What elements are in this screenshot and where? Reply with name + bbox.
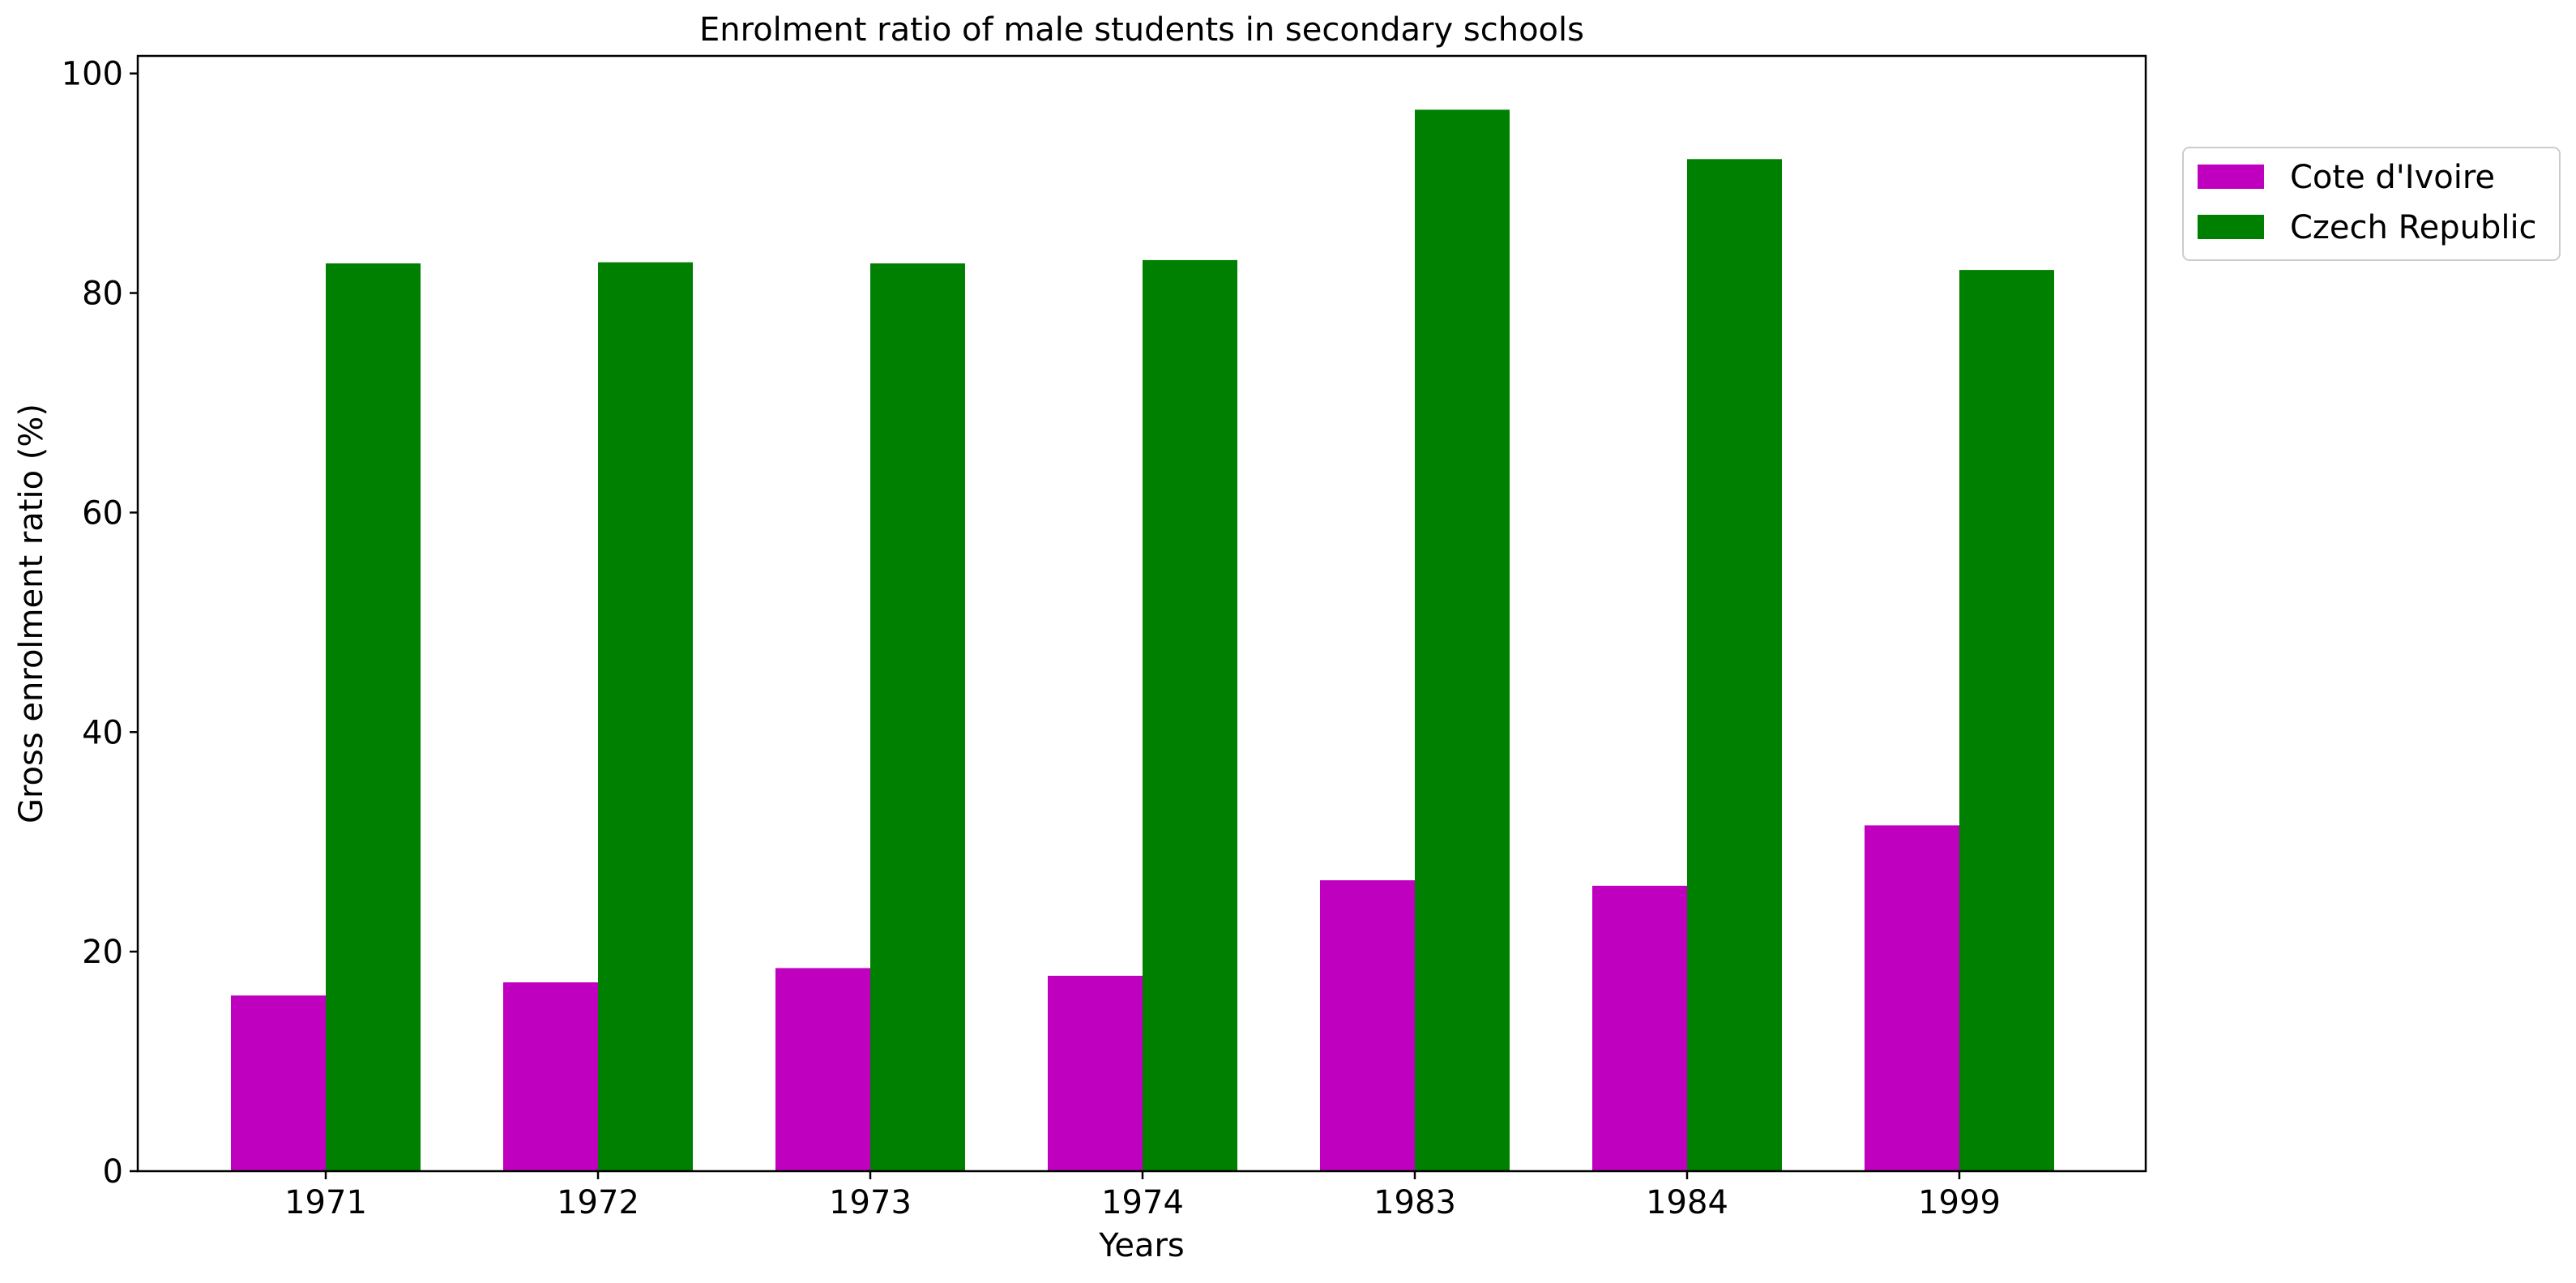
bar-czech-republic-1983 (1415, 109, 1510, 1172)
y-tick-label: 20 (82, 934, 123, 971)
y-tick-label: 0 (103, 1153, 123, 1191)
legend-frame (2182, 147, 2561, 261)
legend-label-cote-divoire: Cote d'Ivoire (2290, 159, 2495, 196)
bar-czech-republic-1973 (870, 263, 965, 1171)
bar-czech-republic-1974 (1143, 259, 1237, 1171)
y-tick-label: 100 (62, 56, 123, 93)
ticks-layer: 1971 1972 1973 1974 1983 1984 1999 0 20 40 60 80 100 (62, 56, 2001, 1221)
bar-czech-republic-1999 (1959, 270, 2054, 1171)
bar-cote-d-ivoire-1972 (503, 982, 598, 1171)
chart-title: Enrolment ratio of male students in seco… (699, 11, 1584, 49)
bar-cote-d-ivoire-1971 (231, 995, 326, 1171)
bar-cote-d-ivoire-1974 (1048, 975, 1143, 1171)
x-tick-label: 1972 (557, 1184, 639, 1221)
y-axis-label: Gross enrolment ratio (%) (13, 404, 50, 823)
legend-swatch-cote-divoire (2198, 165, 2264, 189)
y-tick-label: 40 (82, 714, 123, 751)
x-tick-label: 1971 (284, 1184, 367, 1221)
y-tick-label: 80 (82, 276, 123, 313)
legend-label-czech-republic: Czech Republic (2290, 209, 2537, 246)
x-tick-label: 1999 (1918, 1184, 2001, 1221)
bar-czech-republic-1984 (1687, 159, 1782, 1171)
x-tick-label: 1984 (1646, 1184, 1728, 1221)
bar-cote-d-ivoire-1984 (1592, 885, 1687, 1171)
bar-cote-d-ivoire-1973 (775, 968, 870, 1171)
x-tick-label: 1974 (1101, 1184, 1184, 1221)
x-axis-label: Years (1098, 1227, 1185, 1264)
legend: Cote d'Ivoire Czech Republic (2182, 147, 2561, 261)
bar-cote-d-ivoire-1983 (1320, 880, 1415, 1171)
plot-frame (136, 54, 2147, 1173)
bars-layer (231, 109, 2054, 1172)
y-tick-label: 60 (82, 494, 123, 532)
x-tick-label: 1973 (829, 1184, 912, 1221)
x-tick-label: 1983 (1373, 1184, 1456, 1221)
legend-swatch-czech-republic (2198, 215, 2264, 239)
bar-cote-d-ivoire-1999 (1865, 825, 1959, 1171)
bar-czech-republic-1972 (598, 262, 693, 1172)
bar-czech-republic-1971 (326, 263, 421, 1171)
